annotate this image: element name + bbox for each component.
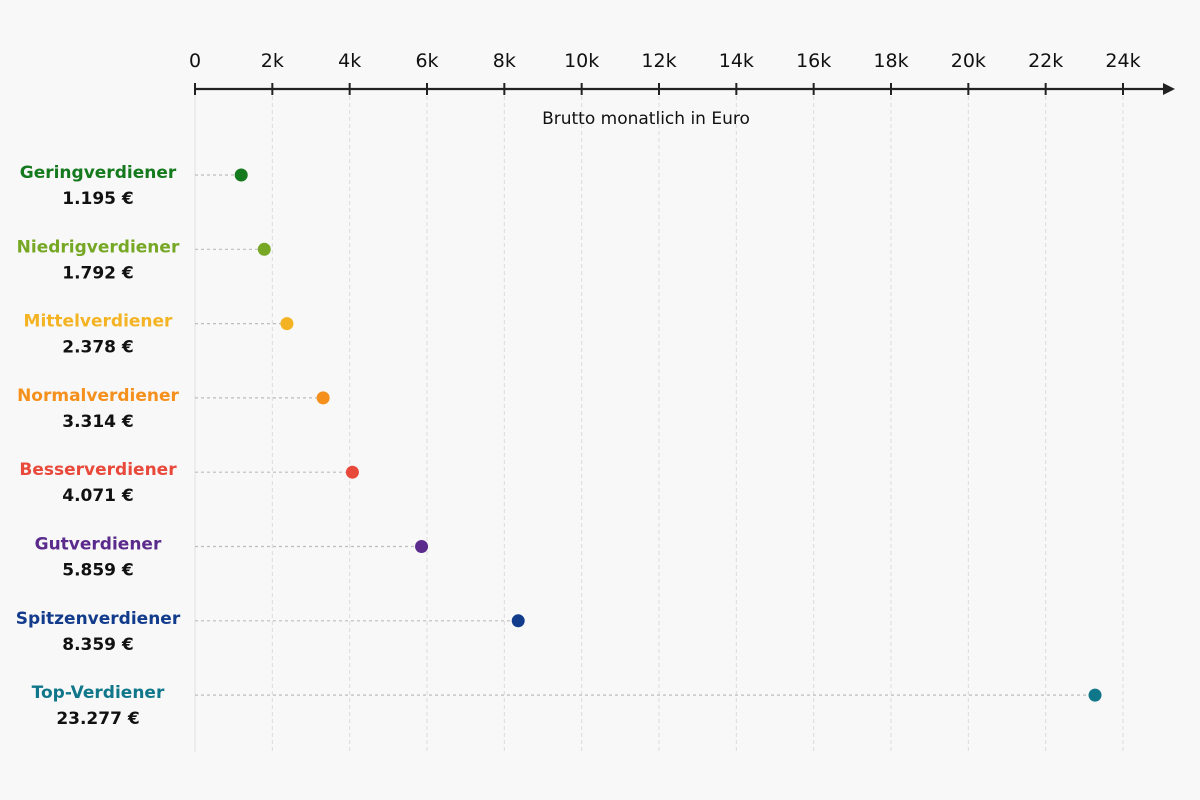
data-row: Besserverdiener 4.071 € [19,460,359,506]
data-row: Niedrigverdiener 1.792 € [17,237,271,283]
data-row: Gutverdiener 5.859 € [35,535,429,581]
x-tick-label: 4k [338,50,361,72]
data-point [280,317,294,331]
category-label: Mittelverdiener [24,312,174,332]
grid-layer [194,89,1124,752]
x-tick-label: 10k [564,50,599,72]
data-point [1088,688,1102,702]
value-label: 1.195 € [62,189,134,209]
data-point [257,242,271,256]
x-tick-label: 18k [873,50,908,72]
x-tick-label: 0 [189,50,201,72]
data-point [345,465,359,479]
value-label: 3.314 € [62,412,134,432]
data-row: Spitzenverdiener 8.359 € [16,609,525,655]
category-label: Spitzenverdiener [16,609,181,629]
data-point [511,614,525,628]
data-row: Normalverdiener 3.314 € [17,386,330,432]
series-layer: Geringverdiener 1.195 € Niedrigverdiener 1.… [16,163,1102,729]
value-label: 8.359 € [62,635,134,655]
x-axis-title: Brutto monatlich in Euro [542,109,750,129]
data-point [316,391,330,405]
value-label: 5.859 € [62,561,134,581]
category-label: Niedrigverdiener [17,237,180,257]
value-label: 2.378 € [62,338,134,358]
data-row: Geringverdiener 1.195 € [20,163,248,209]
x-axis: Brutto monatlich in Euro 0 2k 4k 6k 8k 10k 12k… [189,50,1175,129]
x-tick-label: 20k [951,50,986,72]
data-row: Top-Verdiener 23.277 € [32,683,1102,729]
x-tick-label: 12k [641,50,676,72]
data-point [234,168,248,182]
x-tick-label: 14k [719,50,754,72]
x-tick-label: 22k [1028,50,1063,72]
x-tick-label: 8k [493,50,516,72]
data-point [415,540,429,553]
value-label: 1.792 € [62,263,134,283]
category-label: Normalverdiener [17,386,179,406]
x-tick-label: 24k [1105,50,1140,72]
value-label: 4.071 € [62,486,134,506]
value-label: 23.277 € [56,709,139,729]
category-label: Gutverdiener [35,535,162,555]
x-tick-label: 2k [261,50,284,72]
x-tick-label: 6k [415,50,438,72]
category-label: Besserverdiener [19,460,177,480]
category-label: Top-Verdiener [32,683,165,703]
category-label: Geringverdiener [20,163,177,183]
x-axis-arrow [1163,83,1175,95]
x-tick-label: 16k [796,50,831,72]
data-row: Mittelverdiener 2.378 € [24,312,294,358]
